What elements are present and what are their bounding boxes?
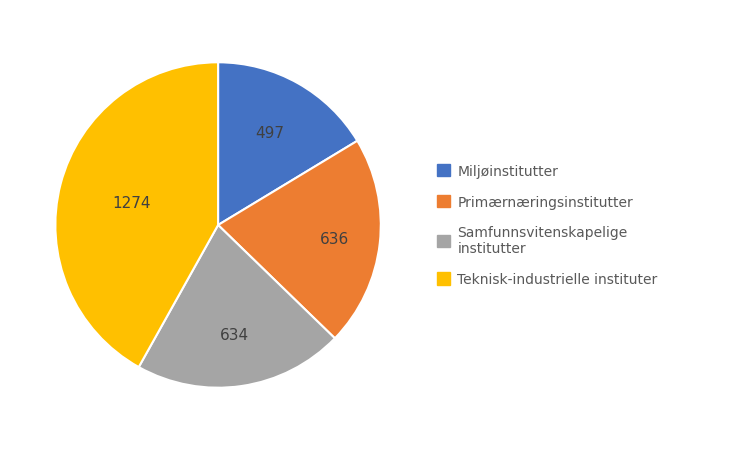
Text: 634: 634 bbox=[220, 327, 249, 342]
Text: 636: 636 bbox=[320, 231, 349, 246]
Wedge shape bbox=[218, 142, 381, 339]
Wedge shape bbox=[218, 63, 357, 226]
Text: 497: 497 bbox=[256, 126, 284, 141]
Text: 1274: 1274 bbox=[112, 196, 150, 211]
Legend: Miljøinstitutter, Primærnæringsinstitutter, Samfunnsvitenskapelige
institutter, : Miljøinstitutter, Primærnæringsinstitutt… bbox=[437, 165, 658, 286]
Wedge shape bbox=[138, 226, 335, 388]
Wedge shape bbox=[56, 63, 218, 367]
